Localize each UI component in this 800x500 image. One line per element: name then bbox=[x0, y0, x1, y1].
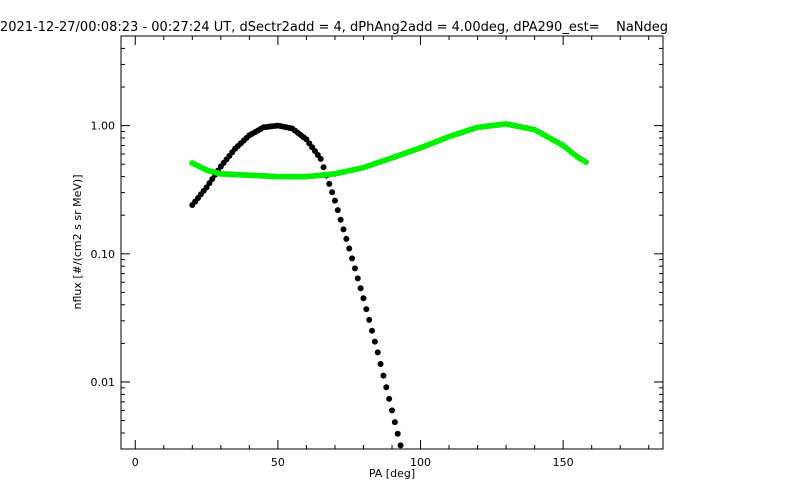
data-point bbox=[317, 155, 324, 162]
data-point bbox=[374, 349, 381, 356]
data-point bbox=[343, 235, 350, 242]
data-point bbox=[391, 419, 398, 426]
y-axis-label: nflux [#/(cm2 s sr MeV)] bbox=[71, 175, 84, 310]
data-point bbox=[357, 285, 364, 292]
data-point bbox=[334, 207, 341, 214]
data-point bbox=[337, 216, 344, 223]
x-tick-label: 50 bbox=[271, 456, 285, 469]
data-point bbox=[369, 327, 376, 334]
data-point bbox=[360, 295, 367, 302]
data-point bbox=[371, 338, 378, 345]
data-point bbox=[346, 245, 353, 252]
data-point bbox=[397, 442, 404, 449]
data-point bbox=[386, 395, 393, 402]
y-tick-label: 0.10 bbox=[91, 248, 116, 261]
axes: 0 50 100 150 0.01 0.10 1.00 bbox=[91, 35, 663, 469]
data-point bbox=[377, 361, 384, 368]
x-tick-label: 100 bbox=[410, 456, 431, 469]
data-point bbox=[383, 384, 390, 391]
x-tick-label: 150 bbox=[553, 456, 574, 469]
data-point bbox=[349, 255, 356, 262]
x-axis-label: PA [deg] bbox=[369, 467, 415, 480]
data-point bbox=[394, 430, 401, 437]
chart-title: 2021-12-27/00:08:23 - 00:27:24 UT, dSect… bbox=[0, 20, 668, 35]
data-point bbox=[354, 275, 361, 282]
data-point bbox=[329, 189, 336, 196]
data-point bbox=[320, 164, 327, 171]
data-point bbox=[326, 180, 333, 187]
data-point bbox=[331, 197, 338, 204]
data-point bbox=[380, 372, 387, 379]
data-point bbox=[340, 226, 347, 233]
y-tick-label: 1.00 bbox=[91, 120, 116, 133]
data-point bbox=[366, 316, 373, 323]
data-point bbox=[582, 159, 589, 166]
x-tick-label: 0 bbox=[132, 456, 139, 469]
data-series bbox=[189, 120, 589, 449]
series-1 bbox=[189, 122, 404, 449]
data-point bbox=[363, 306, 370, 313]
y-tick-label: 0.01 bbox=[91, 376, 116, 389]
data-point bbox=[351, 265, 358, 272]
data-point bbox=[389, 407, 395, 414]
series-2 bbox=[189, 120, 589, 180]
plot-frame bbox=[120, 35, 664, 450]
